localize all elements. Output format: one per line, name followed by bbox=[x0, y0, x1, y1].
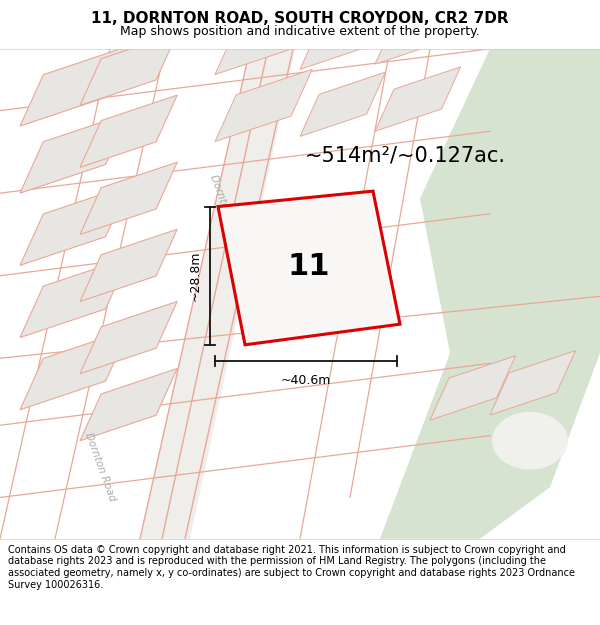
Polygon shape bbox=[300, 72, 386, 136]
Polygon shape bbox=[215, 69, 312, 142]
Polygon shape bbox=[380, 49, 600, 539]
Text: Dornton Road: Dornton Road bbox=[83, 431, 117, 502]
Polygon shape bbox=[375, 0, 461, 64]
Polygon shape bbox=[20, 258, 129, 338]
Polygon shape bbox=[218, 191, 400, 345]
Polygon shape bbox=[375, 67, 461, 131]
Polygon shape bbox=[20, 113, 129, 193]
Text: 11, DORNTON ROAD, SOUTH CROYDON, CR2 7DR: 11, DORNTON ROAD, SOUTH CROYDON, CR2 7DR bbox=[91, 11, 509, 26]
Text: ~28.8m: ~28.8m bbox=[189, 251, 202, 301]
Text: Map shows position and indicative extent of the property.: Map shows position and indicative extent… bbox=[120, 25, 480, 38]
Polygon shape bbox=[20, 46, 129, 126]
Polygon shape bbox=[140, 49, 295, 539]
Text: Contains OS data © Crown copyright and database right 2021. This information is : Contains OS data © Crown copyright and d… bbox=[8, 545, 575, 589]
Polygon shape bbox=[20, 185, 129, 266]
Text: ~514m²/~0.127ac.: ~514m²/~0.127ac. bbox=[305, 145, 506, 165]
Polygon shape bbox=[80, 33, 177, 106]
Polygon shape bbox=[492, 412, 568, 469]
Text: 11: 11 bbox=[288, 252, 330, 281]
Text: Dornton Road: Dornton Road bbox=[208, 173, 242, 244]
Polygon shape bbox=[430, 356, 515, 420]
Polygon shape bbox=[300, 5, 386, 69]
Polygon shape bbox=[80, 369, 177, 441]
Text: ~40.6m: ~40.6m bbox=[281, 374, 331, 387]
Polygon shape bbox=[20, 330, 129, 410]
Polygon shape bbox=[80, 229, 177, 301]
Polygon shape bbox=[80, 301, 177, 374]
Polygon shape bbox=[490, 351, 575, 415]
Polygon shape bbox=[80, 162, 177, 234]
Polygon shape bbox=[80, 95, 177, 168]
Polygon shape bbox=[215, 2, 312, 74]
